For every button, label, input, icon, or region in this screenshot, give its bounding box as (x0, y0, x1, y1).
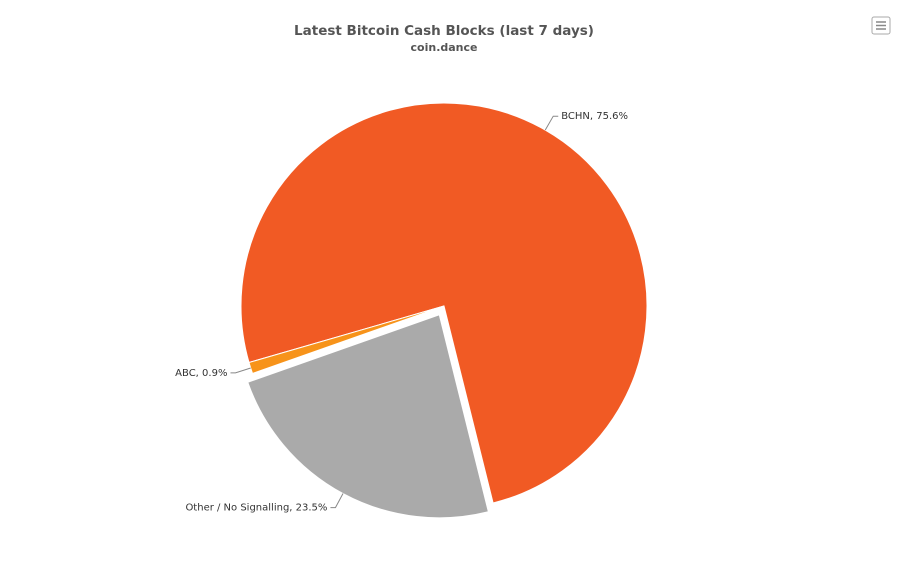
data-label: Other / No Signalling, 23.5% (185, 503, 327, 514)
label-connector (330, 493, 344, 509)
pie-slice (247, 314, 489, 519)
data-label: ABC, 0.9% (175, 368, 227, 379)
label-connector (230, 367, 251, 374)
chart-title: Latest Bitcoin Cash Blocks (last 7 days) (294, 23, 594, 39)
menu-button[interactable] (871, 16, 891, 35)
label-connector (544, 115, 559, 131)
data-label: BCHN, 75.6% (561, 111, 628, 122)
chart-subtitle: coin.dance (411, 41, 478, 54)
pie-slice (248, 305, 445, 375)
